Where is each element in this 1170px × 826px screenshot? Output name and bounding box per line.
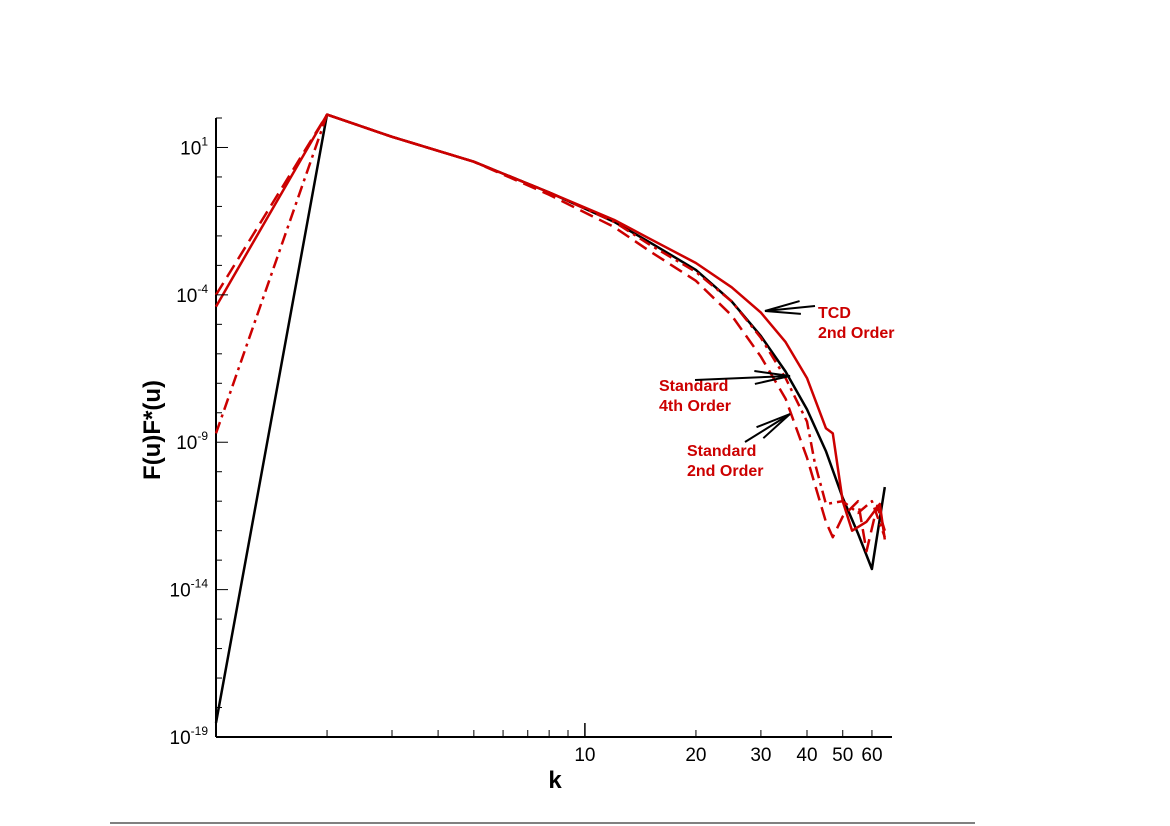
x-tick-label: 50 xyxy=(832,745,853,766)
y-axis-title: F(u)F*(u) xyxy=(139,380,166,480)
arrow-head xyxy=(764,300,801,315)
y-tick-exponent: -19 xyxy=(191,724,209,738)
x-tick-label: 20 xyxy=(685,745,706,766)
y-tick-label: 101 xyxy=(180,134,208,159)
annotation-label: Standard xyxy=(659,378,728,395)
series-line-2 xyxy=(214,113,886,538)
x-tick-label: 40 xyxy=(796,745,817,766)
y-tick-base: 10 xyxy=(180,138,201,159)
y-tick-exponent: 1 xyxy=(201,134,208,148)
y-tick-exponent: -4 xyxy=(197,282,208,296)
y-tick-label: 10-9 xyxy=(176,429,208,454)
y-tick-exponent: -9 xyxy=(197,429,208,443)
y-tick-exponent: -14 xyxy=(191,577,209,591)
annotation-arrow xyxy=(694,375,791,381)
y-tick-label: 10-4 xyxy=(176,282,208,307)
annotation-arrow xyxy=(744,413,791,443)
x-tick-label: 30 xyxy=(750,745,771,766)
arrow-head xyxy=(754,370,791,385)
annotation-label: TCD xyxy=(818,305,851,322)
y-tick-base: 10 xyxy=(170,728,191,749)
annotation-arrow xyxy=(764,305,816,312)
y-tick-label: 10-19 xyxy=(170,724,209,749)
annotation-label: 2nd Order xyxy=(818,325,894,342)
x-axis-title: k xyxy=(548,767,562,794)
annotation-label: 4th Order xyxy=(659,398,731,415)
annotation-label: 2nd Order xyxy=(687,463,763,480)
series-line-3 xyxy=(214,113,886,553)
series-layer xyxy=(214,113,887,724)
y-tick-label: 10-14 xyxy=(170,577,209,602)
x-tick-label: 60 xyxy=(861,745,882,766)
y-tick-base: 10 xyxy=(170,581,191,602)
annotation-label: Standard xyxy=(687,443,756,460)
y-tick-base: 10 xyxy=(176,286,197,307)
arrow-head xyxy=(756,413,791,439)
plot-frame xyxy=(215,118,892,738)
annotation-layer: TCD 2nd Order Standard 4th Order Standard 2nd… xyxy=(659,300,894,480)
y-tick-base: 10 xyxy=(176,433,197,454)
x-tick-label: 10 xyxy=(574,745,595,766)
